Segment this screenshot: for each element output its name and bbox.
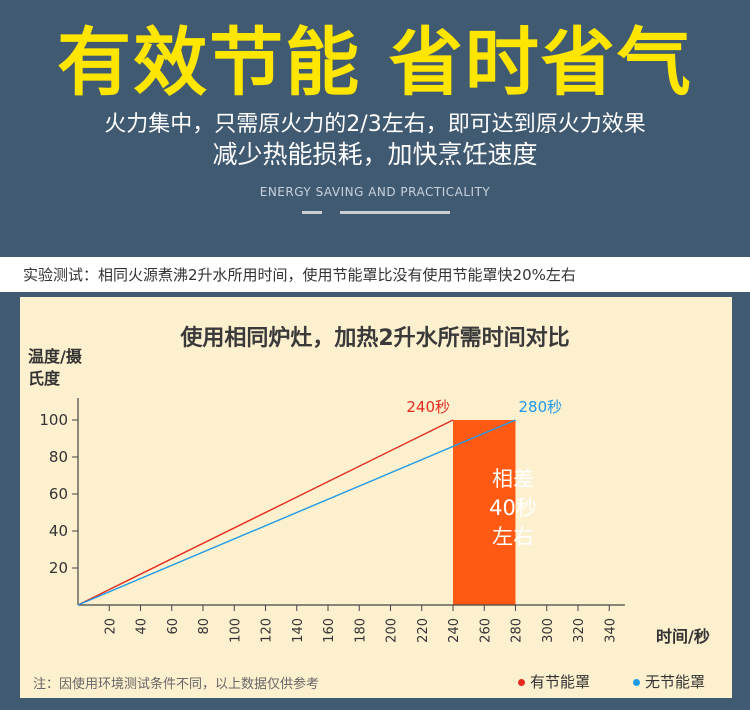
legend-dot-red	[518, 679, 525, 686]
x-tick-label: 100	[228, 618, 243, 643]
x-tick-label: 140	[291, 618, 306, 643]
decor-bar-short	[302, 211, 322, 214]
legend-label-with-cover: 有节能罩	[530, 673, 591, 691]
x-tick-label: 320	[572, 618, 587, 643]
x-tick-label: 20	[103, 618, 118, 635]
y-axis-label: 温度/摄氏度	[28, 347, 82, 388]
english-tagline: ENERGY SAVING AND PRACTICALITY	[259, 185, 491, 199]
chart-panel	[20, 297, 732, 698]
x-tick-label: 180	[353, 618, 368, 643]
x-tick-label: 200	[385, 618, 400, 643]
gap-highlight-bar	[453, 420, 516, 605]
test-note: 实验测试：相同火源煮沸2升水所用时间，使用节能罩比没有使用节能罩快20%左右	[23, 266, 576, 284]
x-tick-label: 80	[197, 618, 212, 635]
y-tick-label: 60	[49, 485, 68, 503]
x-tick-label: 60	[166, 618, 181, 635]
y-tick-label: 80	[49, 448, 68, 466]
gap-label-line-3: 左右	[492, 525, 534, 549]
legend-item-with-cover: 有节能罩	[518, 671, 590, 692]
x-tick-label: 340	[603, 618, 618, 643]
chart-title: 使用相同炉灶，加热2升水所需时间对比	[180, 326, 570, 351]
decor-bar-long	[340, 211, 450, 214]
series-line-0	[77, 419, 454, 606]
series-end-label-0: 240秒	[406, 398, 450, 416]
x-tick-label: 300	[541, 618, 556, 643]
x-tick-label: 40	[135, 618, 150, 635]
test-note-strip	[0, 257, 750, 292]
legend-dot-blue	[633, 679, 640, 686]
footnote: 注：因使用环境测试条件不同，以上数据仅供参考	[33, 677, 320, 692]
x-tick-label: 240	[447, 618, 462, 643]
y-tick-label: 40	[49, 522, 68, 540]
headline: 有效节能 省时省气	[57, 20, 693, 106]
x-tick-label: 260	[478, 618, 493, 643]
y-tick-label: 100	[39, 411, 68, 429]
x-tick-label: 220	[416, 618, 431, 643]
y-tick-label: 20	[49, 559, 68, 577]
gap-label-line-1: 相差	[492, 467, 534, 491]
x-tick-label: 280	[510, 618, 525, 643]
x-tick-label: 160	[322, 618, 337, 643]
gap-label-line-2: 40秒	[489, 496, 537, 520]
subtitle-line-2: 减少热能损耗，加快烹饪速度	[212, 140, 538, 169]
series-line-1	[77, 419, 516, 606]
x-tick-label: 120	[260, 618, 275, 643]
legend-item-without-cover: 无节能罩	[633, 671, 705, 692]
subtitle-line-1: 火力集中，只需原火力的2/3左右，即可达到原火力效果	[104, 112, 646, 137]
series-end-label-1: 280秒	[519, 398, 563, 416]
gap-label: 相差 40秒 左右	[482, 465, 544, 552]
x-axis-label: 时间/秒	[656, 627, 710, 646]
legend-label-without-cover: 无节能罩	[645, 673, 706, 691]
